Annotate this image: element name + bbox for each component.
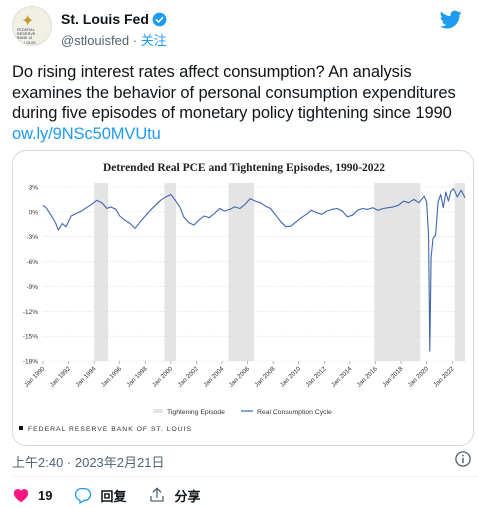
avatar[interactable]: ✦ FEDERAL RESERVE BANK of ST. LOUIS <box>12 6 52 46</box>
x-tick-label: Jan 1992 <box>49 365 73 389</box>
x-tick-label: Jan 2006 <box>228 365 252 389</box>
y-tick-label: -6% <box>26 259 38 266</box>
chart-card[interactable]: Detrended Real PCE and Tightening Episod… <box>12 150 474 446</box>
x-tick-label: Jan 1994 <box>74 365 98 389</box>
tweet-line: during five episodes of monetary policy … <box>12 104 452 122</box>
legend-label-consumption: Real Consumption Cycle <box>257 409 332 416</box>
x-tick-label: Jan 1996 <box>100 365 124 389</box>
tightening-episode-band <box>94 183 109 361</box>
handle-row: @stlouisfed · 关注 <box>61 30 167 49</box>
tweet-line: examines the behavior of personal consum… <box>12 83 456 102</box>
separator: · <box>132 33 138 48</box>
twitter-bird-icon[interactable] <box>440 8 462 30</box>
follow-button[interactable]: 关注 <box>140 33 167 48</box>
chart-source: FEDERAL RESERVE BANK OF ST. LOUIS <box>28 426 192 433</box>
tightening-episode-band <box>228 183 254 361</box>
eagle-logo-icon: ✦ <box>21 11 35 30</box>
divider <box>12 476 478 477</box>
y-tick-label: 3% <box>29 185 39 192</box>
x-tick-label: Jan 2002 <box>177 365 201 389</box>
share-icon <box>150 487 165 502</box>
series-line-real-consumption-cycle <box>42 188 466 352</box>
handle[interactable]: @stlouisfed <box>61 33 130 48</box>
display-name[interactable]: St. Louis Fed <box>61 11 149 27</box>
x-tick-label: Jan 1998 <box>125 365 149 389</box>
x-tick-label: Jan 1990 <box>23 365 47 389</box>
x-tick-label: Jan 2014 <box>330 365 354 389</box>
y-tick-label: -15% <box>23 334 38 341</box>
x-tick-label: Jan 2018 <box>381 365 405 389</box>
y-tick-label: -12% <box>23 309 38 316</box>
legend-label-tightening: Tightening Episode <box>167 409 225 416</box>
chart-legend: Tightening Episode Real Consumption Cycl… <box>153 409 332 416</box>
x-tick-label: Jan 2022 <box>432 365 456 389</box>
avatar-text: FEDERAL RESERVE BANK of ST. LOUIS <box>17 28 36 45</box>
name-row: St. Louis Fed <box>61 11 167 27</box>
y-tick-label: 0% <box>29 209 39 216</box>
info-icon[interactable] <box>454 450 472 468</box>
legend-swatch-tightening <box>153 409 163 413</box>
tweet-line: Do rising interest rates affect consumpt… <box>12 63 412 81</box>
chart: Detrended Real PCE and Tightening Episod… <box>19 162 466 433</box>
x-tick-label: Jan 2000 <box>151 365 175 389</box>
x-tick-label: Jan 2010 <box>279 365 303 389</box>
reply-label: 回复 <box>100 488 127 504</box>
y-tick-label: -9% <box>26 284 38 291</box>
y-tick-label: -18% <box>23 359 38 366</box>
like-button[interactable]: 19 <box>12 486 52 504</box>
like-count: 19 <box>38 487 53 503</box>
source-marker <box>19 426 23 430</box>
verified-badge-icon <box>152 12 167 26</box>
x-tick-label: Jan 2012 <box>304 365 328 389</box>
tweet-text: Do rising interest rates affect consumpt… <box>12 62 474 144</box>
y-tick-label: -3% <box>26 234 38 241</box>
chart-title: Detrended Real PCE and Tightening Episod… <box>103 162 385 174</box>
tweet-timestamp[interactable]: 上午2:40 · 2023年2月21日 <box>12 455 165 470</box>
tightening-episode-band <box>374 183 421 361</box>
share-button[interactable]: 分享 <box>148 486 201 505</box>
x-tick-label: Jan 2016 <box>356 365 380 389</box>
reply-button[interactable]: 回复 <box>74 486 126 505</box>
x-tick-label: Jan 2020 <box>407 365 431 389</box>
tightening-episode-band <box>164 183 176 361</box>
x-tick-label: Jan 2004 <box>202 365 226 389</box>
tightening-episode-band <box>454 183 465 361</box>
x-tick-label: Jan 2008 <box>253 365 277 389</box>
tweet-header: ✦ FEDERAL RESERVE BANK of ST. LOUIS St. … <box>12 6 466 50</box>
heart-icon <box>13 489 29 503</box>
share-label: 分享 <box>174 488 201 504</box>
action-bar: 19 回复 分享 <box>12 484 223 506</box>
reply-icon <box>75 487 92 504</box>
tweet-link[interactable]: ow.ly/9NSc50MVUtu <box>12 124 161 143</box>
